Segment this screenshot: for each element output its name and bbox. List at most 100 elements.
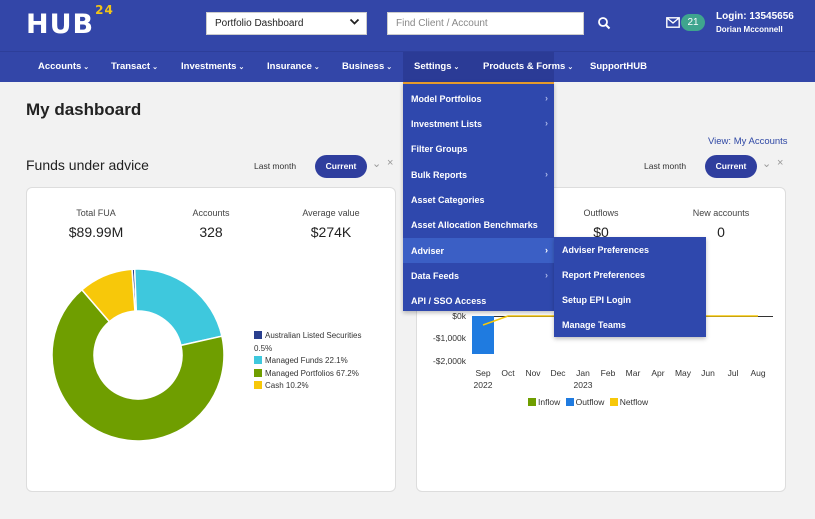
- login-info[interactable]: Login: 13545656 Dorian Mcconnell: [716, 10, 794, 36]
- x-tick-label: Jan 2023: [573, 368, 593, 390]
- fua-donut-chart: [52, 269, 224, 441]
- last-month-toggle[interactable]: Last month: [254, 161, 297, 171]
- donut-slice[interactable]: [133, 269, 223, 347]
- flows-collapse-icon[interactable]: ⌄: [762, 158, 772, 170]
- chevron-down-icon: ⌄: [567, 64, 574, 71]
- chevron-down-icon: ⌄: [313, 64, 320, 71]
- funds-under-advice-title: Funds under advice: [26, 157, 149, 173]
- legend-item: Managed Portfolios 67.2%: [254, 368, 362, 381]
- hub24-logo[interactable]: HUB24: [26, 3, 114, 40]
- accounts-label: Accounts: [192, 208, 230, 218]
- chevron-down-icon: ⌄: [83, 64, 90, 71]
- menu-item-filter-groups[interactable]: Filter Groups: [411, 144, 468, 154]
- y-tick-label: $0k: [452, 311, 466, 321]
- legend-item-sub: 0.5%: [254, 343, 273, 353]
- flows-last-month-toggle[interactable]: Last month: [644, 161, 687, 171]
- new-accounts-label: New accounts: [692, 208, 750, 218]
- legend-label: Netflow: [619, 397, 649, 407]
- x-tick-label: Nov: [525, 368, 541, 378]
- chevron-down-icon: [349, 16, 360, 30]
- chevron-down-icon: ⌄: [238, 64, 245, 71]
- submenu-item-report-preferences[interactable]: Report Preferences: [562, 270, 646, 280]
- legend-label: Cash 10.2%: [265, 381, 309, 390]
- menu-item-investment-lists[interactable]: Investment Lists ›: [411, 118, 548, 129]
- y-tick-label: -$2,000k: [432, 356, 466, 366]
- legend-label: Outflow: [575, 397, 605, 407]
- chevron-right-icon: ›: [545, 118, 548, 128]
- legend-swatch: [254, 368, 262, 377]
- x-tick-label: Oct: [501, 368, 515, 378]
- x-tick-label: Aug: [750, 368, 766, 378]
- legend-item: Cash 10.2%: [254, 380, 362, 393]
- dashboard-select-value: Portfolio Dashboard: [215, 18, 304, 29]
- average-value-value: $274K: [310, 224, 352, 240]
- current-toggle[interactable]: Current: [315, 155, 367, 178]
- average-value-label: Average value: [302, 208, 360, 218]
- search-icon[interactable]: [597, 16, 611, 30]
- dashboard-select[interactable]: Portfolio Dashboard: [206, 12, 367, 35]
- nav-products-forms[interactable]: Products & Forms ⌄: [483, 61, 574, 72]
- legend-item: Australian Listed Securities: [254, 330, 362, 343]
- menu-item-bulk-reports[interactable]: Bulk Reports ›: [411, 169, 548, 180]
- main-nav: Accounts ⌄ Transact ⌄ Investments ⌄ Insuran…: [0, 51, 815, 83]
- legend-swatch: [609, 398, 618, 406]
- chevron-down-icon: ⌄: [453, 64, 460, 71]
- view-my-accounts-link[interactable]: View: My Accounts: [708, 136, 788, 147]
- page-title: My dashboard: [26, 100, 142, 119]
- legend-label: Australian Listed Securities: [265, 331, 362, 340]
- legend-swatch: [254, 381, 262, 389]
- flows-current-toggle[interactable]: Current: [705, 155, 757, 178]
- x-tick-label: May: [674, 368, 692, 378]
- nav-investments[interactable]: Investments ⌄: [181, 61, 245, 72]
- legend-label: Managed Portfolios 67.2%: [265, 368, 359, 378]
- mail-count-badge[interactable]: 21: [681, 14, 705, 31]
- flows-close-icon[interactable]: ×: [777, 157, 784, 169]
- chevron-right-icon: ›: [545, 93, 548, 103]
- legend-swatch: [528, 398, 536, 406]
- submenu-item-adviser-preferences[interactable]: Adviser Preferences: [562, 245, 650, 255]
- menu-item-adviser[interactable]: Adviser ›: [403, 238, 554, 263]
- flows-legend: Inflow Outflow Netflow: [528, 397, 648, 407]
- total-fua-label: Total FUA: [76, 208, 116, 218]
- legend-label: Inflow: [538, 397, 561, 407]
- new-accounts-value: 0: [717, 224, 725, 240]
- accounts-value: 328: [199, 224, 223, 240]
- mail-icon[interactable]: [666, 17, 680, 28]
- nav-accounts[interactable]: Accounts ⌄: [38, 61, 90, 72]
- legend-label: Managed Funds 22.1%: [265, 356, 348, 365]
- collapse-icon[interactable]: ⌄: [372, 158, 382, 170]
- chevron-right-icon: ›: [545, 245, 548, 255]
- settings-dropdown-menu: Model Portfolios › Investment Lists › Filt…: [403, 82, 554, 311]
- menu-item-data-feeds[interactable]: Data Feeds ›: [411, 270, 548, 281]
- chevron-down-icon: ⌄: [152, 64, 158, 71]
- close-icon[interactable]: ×: [387, 157, 394, 169]
- nav-supporthub[interactable]: SupportHUB: [590, 61, 647, 72]
- legend-swatch: [254, 356, 262, 364]
- menu-item-asset-categories[interactable]: Asset Categories: [411, 195, 485, 205]
- search-input[interactable]: [387, 12, 584, 35]
- nav-transact[interactable]: Transact ⌄: [111, 61, 158, 72]
- menu-item-api-sso-access[interactable]: API / SSO Access: [411, 296, 487, 306]
- chevron-right-icon: ›: [545, 169, 548, 179]
- bar-outflow[interactable]: [472, 316, 494, 355]
- x-tick-label: Apr: [651, 368, 665, 378]
- login-label: Login: 13545656: [716, 11, 794, 22]
- menu-item-model-portfolios[interactable]: Model Portfolios ›: [411, 93, 548, 104]
- submenu-item-setup-epi-login[interactable]: Setup EPI Login: [562, 295, 631, 305]
- outflows-label: Outflows: [583, 208, 619, 218]
- submenu-item-manage-teams[interactable]: Manage Teams: [562, 320, 626, 330]
- donut-slice[interactable]: [80, 269, 136, 323]
- menu-item-asset-allocation-benchmarks[interactable]: Asset Allocation Benchmarks: [411, 220, 538, 230]
- y-tick-label: -$1,000k: [432, 333, 466, 343]
- x-tick-label: Feb: [600, 368, 616, 378]
- adviser-submenu: Adviser Preferences Report Preferences S…: [554, 237, 706, 337]
- fua-legend: Australian Listed Securities 0.5% Manage…: [254, 330, 362, 393]
- legend-swatch: [565, 398, 574, 406]
- user-name: Dorian Mcconnell: [716, 25, 783, 34]
- nav-business[interactable]: Business ⌄: [342, 61, 393, 72]
- donut-slice[interactable]: [52, 288, 224, 441]
- nav-settings[interactable]: Settings ⌄: [403, 52, 554, 83]
- legend-swatch: [254, 331, 262, 339]
- outflows-value: $0: [593, 224, 609, 240]
- nav-insurance[interactable]: Insurance ⌄: [267, 61, 320, 72]
